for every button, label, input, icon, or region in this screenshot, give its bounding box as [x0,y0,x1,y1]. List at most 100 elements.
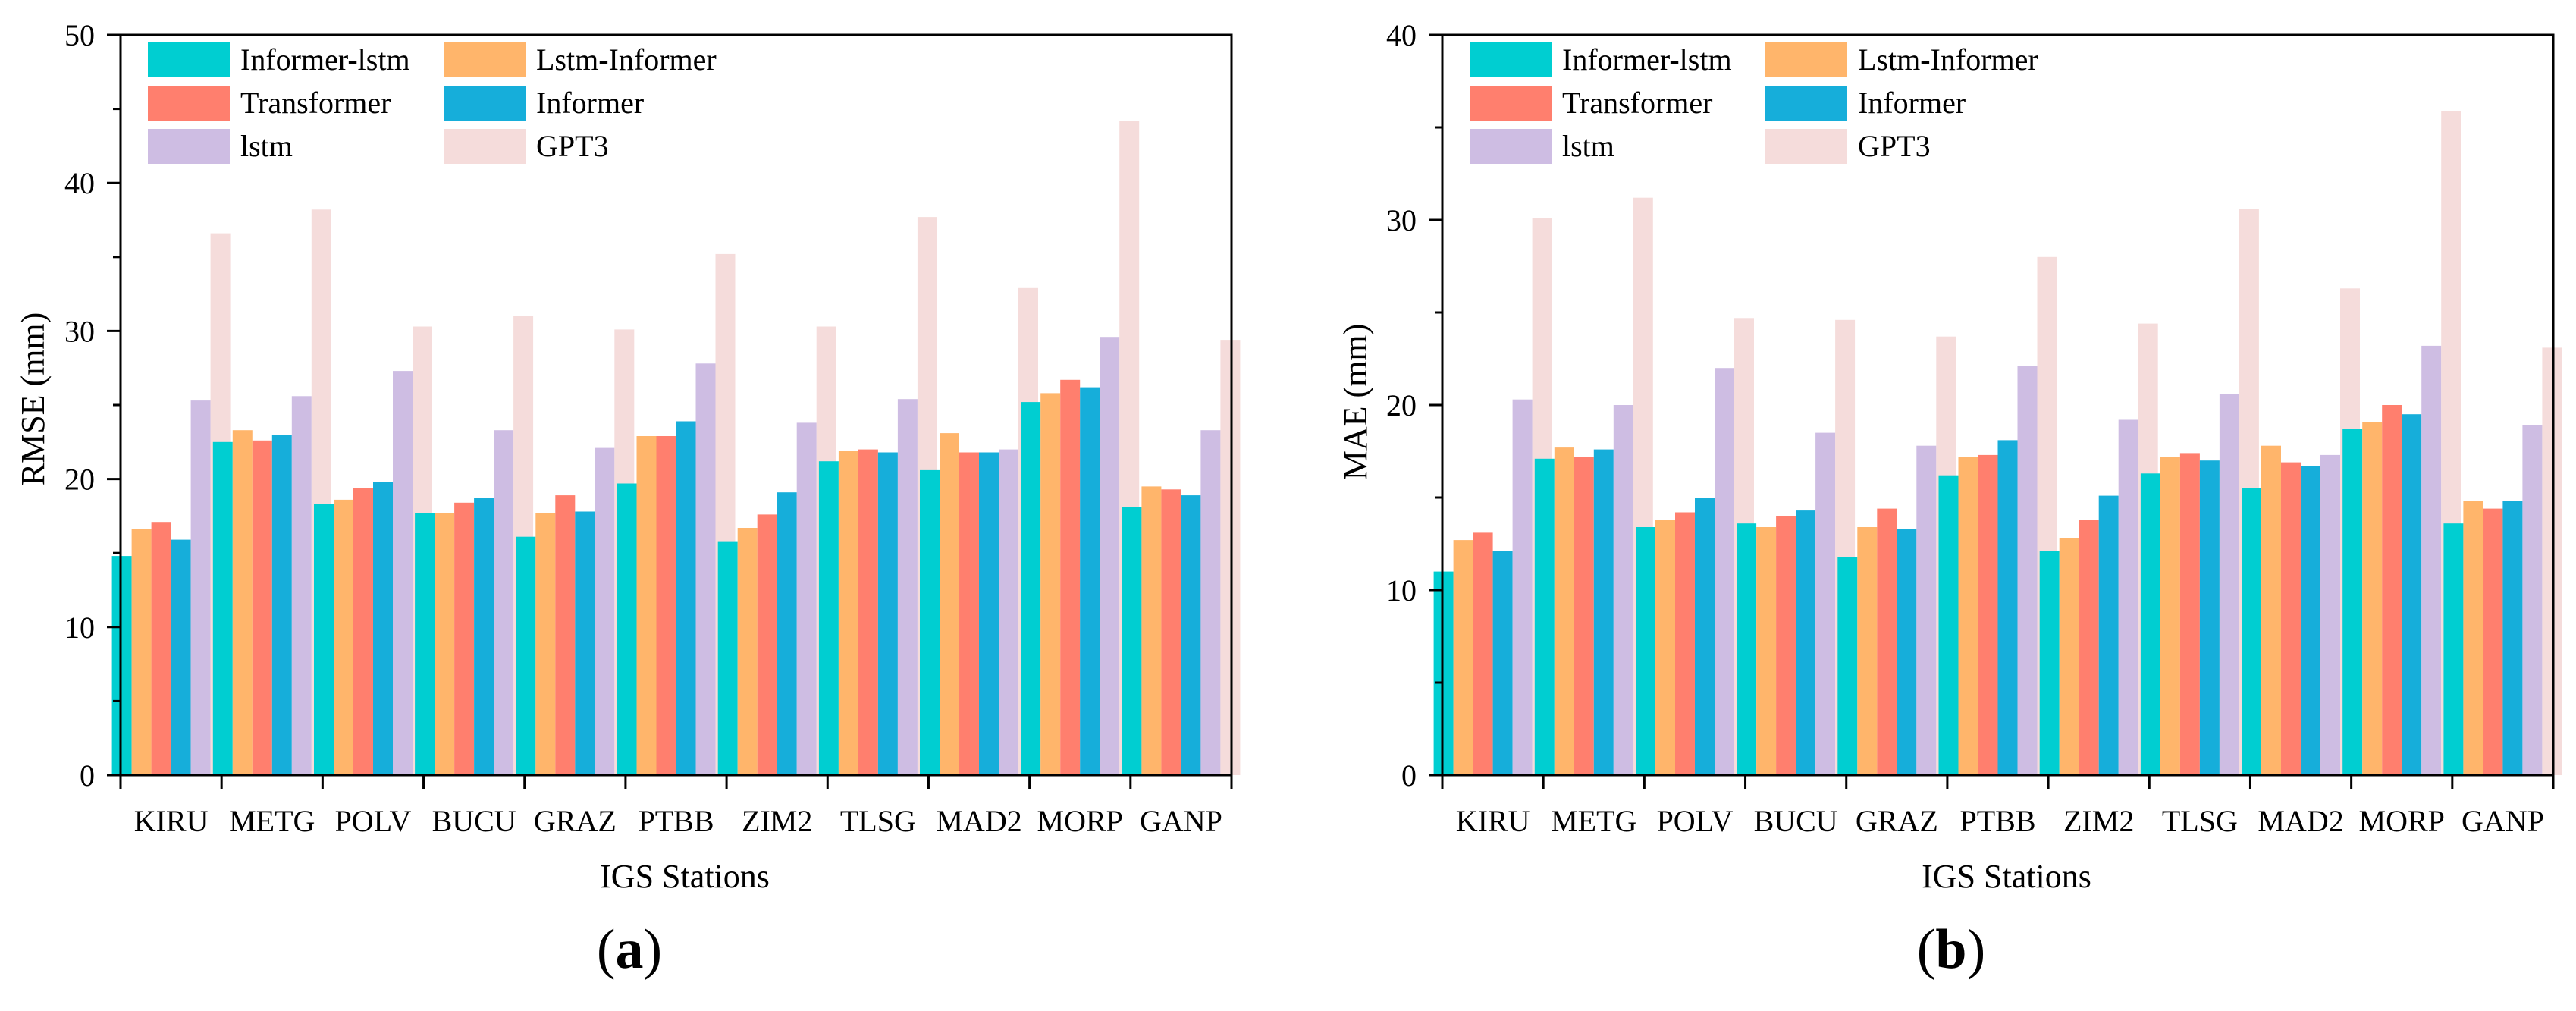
bars-group-a [111,121,1241,776]
bar-b-morp-transformer [2382,405,2402,775]
legend-item-b-lstm: lstm [1470,129,1614,164]
legend-swatch-a-gpt3 [444,129,526,164]
bar-b-bucu-lstm [1815,432,1836,775]
bar-b-kiru-informer-lstm [1433,571,1454,775]
bar-b-metg-informer [1593,449,1614,775]
y-tick-label-a: 50 [64,18,95,52]
bar-a-ganp-lstm-informer [1141,486,1162,775]
x-tick-label-a-ganp: GANP [1140,804,1222,838]
bar-a-metg-transformer [252,440,272,775]
bar-b-mad2-informer [2301,466,2320,775]
x-tick-label-b-metg: METG [1551,804,1636,838]
bar-a-tlsg-transformer [858,449,878,775]
legend-label-b-transformer: Transformer [1562,86,1713,120]
bar-b-kiru-lstm-informer [1453,540,1473,775]
bar-b-mad2-lstm [2320,454,2340,775]
y-axis-title-a: RMSE (mm) [14,312,52,486]
x-tick-label-b-graz: GRAZ [1856,804,1938,838]
bar-b-mad2-transformer [2281,462,2301,775]
y-tick-label-a: 0 [80,758,95,793]
bar-a-metg-informer [271,435,292,775]
legend-item-a-lstm: lstm [148,129,293,164]
bar-a-graz-lstm [595,447,615,775]
panel-label-a: (a) [597,918,662,981]
bar-a-metg-informer-lstm [212,441,233,775]
legend-label-b-gpt3: GPT3 [1858,129,1931,163]
bar-a-bucu-informer [474,498,494,775]
bar-a-mad2-lstm-informer [940,433,959,775]
bar-a-graz-informer-lstm [516,536,536,775]
bar-b-ptbb-lstm-informer [1958,457,1978,775]
bar-b-tlsg-informer-lstm [2140,473,2160,775]
bar-a-morp-lstm [1100,337,1120,775]
bar-a-bucu-lstm-informer [435,513,455,775]
legend-b: Informer-lstm Lstm-Informer Transformer Inf… [1470,42,2038,164]
x-tick-label-a-ptbb: PTBB [638,804,714,838]
legend-item-a-informer-lstm: Informer-lstm [148,42,410,77]
bar-a-polv-informer [373,482,393,775]
bar-a-mad2-lstm [999,449,1018,775]
x-tick-label-b-kiru: KIRU [1456,804,1530,838]
bar-b-ptbb-informer-lstm [1938,475,1959,775]
x-tick-label-a-graz: GRAZ [534,804,617,838]
bar-b-mad2-informer-lstm [2242,488,2261,775]
bar-a-morp-transformer [1060,379,1081,775]
legend-label-a-gpt3: GPT3 [536,129,609,163]
bar-a-tlsg-informer [877,452,898,775]
bar-a-kiru-transformer [151,522,171,775]
legend-swatch-b-gpt3 [1765,129,1847,164]
y-ticks-b: 0 10 20 30 40 [1386,18,1442,793]
bar-b-metg-lstm-informer [1554,447,1574,775]
y-tick-label-a: 20 [64,463,95,497]
bar-b-graz-transformer [1877,508,1897,775]
bar-a-morp-informer [1080,387,1100,775]
bar-a-ptbb-lstm-informer [636,436,657,775]
panel-label-b: (b) [1917,918,1985,981]
bar-a-bucu-informer-lstm [415,513,435,775]
bar-a-kiru-informer-lstm [111,556,132,775]
bar-a-tlsg-informer-lstm [818,461,839,775]
legend-swatch-a-informer-lstm [148,42,230,77]
bar-b-morp-informer-lstm [2342,429,2363,775]
bar-a-mad2-transformer [959,452,979,775]
y-ticks-a: 0 10 20 30 40 50 [64,18,121,793]
bar-b-zim2-lstm [2118,419,2138,775]
bar-a-polv-informer-lstm [314,504,334,775]
bar-b-polv-informer [1695,498,1715,775]
bar-a-kiru-lstm-informer [131,529,152,775]
y-tick-label-b: 20 [1386,388,1417,422]
y-tick-label-b: 30 [1386,203,1417,237]
bar-a-mad2-informer [979,452,999,775]
bar-b-morp-informer [2402,414,2422,775]
legend-label-a-lstm-informer: Lstm-Informer [536,42,717,77]
bar-a-polv-lstm [393,371,413,776]
bar-a-graz-transformer [555,495,576,775]
x-tick-label-a-morp: MORP [1037,804,1123,838]
bar-a-ganp-informer [1181,495,1201,775]
bar-b-polv-lstm [1715,368,1734,775]
bar-b-morp-lstm [2421,345,2442,775]
bar-a-ganp-transformer [1161,489,1181,775]
bar-a-morp-informer-lstm [1021,402,1041,775]
bar-b-kiru-lstm [1512,399,1533,775]
bar-b-tlsg-lstm-informer [2160,457,2180,775]
bar-a-polv-transformer [353,488,373,775]
bar-a-ptbb-lstm [695,363,716,775]
bar-b-bucu-informer [1796,510,1816,775]
bar-b-ganp-transformer [2483,508,2503,775]
bars-group-b [1433,111,2562,776]
y-axis-title-b: MAE (mm) [1337,324,1374,481]
bar-b-ptbb-transformer [1978,454,1998,775]
bar-a-tlsg-lstm [897,399,918,775]
bar-a-ganp-gpt3 [1220,340,1241,776]
legend-label-a-transformer: Transformer [240,86,391,120]
y-tick-label-a: 10 [64,611,95,645]
legend-item-b-lstm-informer: Lstm-Informer [1765,42,2038,77]
bar-b-ptbb-lstm [2017,366,2038,775]
x-tick-label-a-tlsg: TLSG [840,804,916,838]
bar-a-graz-informer [575,511,595,775]
legend-label-a-informer: Informer [536,86,644,120]
bar-b-zim2-transformer [2079,520,2099,775]
legend-swatch-a-transformer [148,86,230,121]
